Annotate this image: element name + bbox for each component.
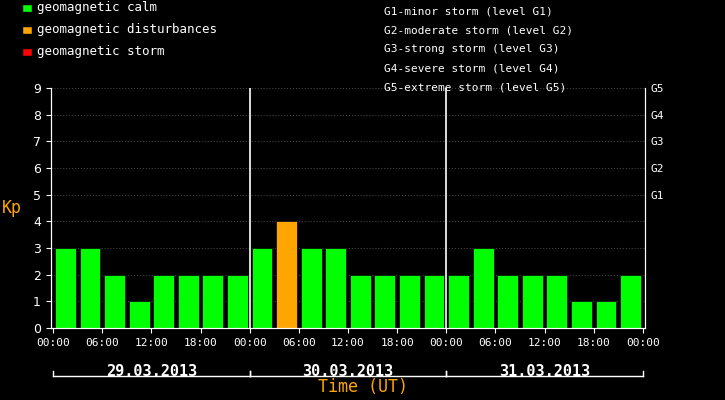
Bar (326, 248, 346, 328)
Bar (547, 275, 567, 328)
Text: G4-severe storm (level G4): G4-severe storm (level G4) (384, 64, 560, 74)
Bar (80, 248, 101, 328)
Bar (301, 248, 322, 328)
Bar (227, 275, 248, 328)
Bar (374, 275, 395, 328)
Bar (522, 275, 543, 328)
Text: G1-minor storm (level G1): G1-minor storm (level G1) (384, 6, 553, 16)
Text: 29.03.2013: 29.03.2013 (106, 364, 197, 379)
Text: G5-extreme storm (level G5): G5-extreme storm (level G5) (384, 83, 566, 93)
Bar (350, 275, 370, 328)
Bar (620, 275, 641, 328)
Text: geomagnetic storm: geomagnetic storm (38, 46, 165, 58)
Bar (399, 275, 420, 328)
Bar (448, 275, 469, 328)
Bar (423, 275, 444, 328)
Bar (55, 248, 76, 328)
Bar (497, 275, 518, 328)
Bar (104, 275, 125, 328)
Text: Time (UT): Time (UT) (318, 378, 407, 396)
Text: G2-moderate storm (level G2): G2-moderate storm (level G2) (384, 25, 573, 35)
Bar (153, 275, 174, 328)
Bar (571, 301, 592, 328)
Bar (276, 221, 297, 328)
Bar (202, 275, 223, 328)
Bar (178, 275, 199, 328)
Bar (473, 248, 494, 328)
Text: 31.03.2013: 31.03.2013 (499, 364, 590, 379)
Text: 30.03.2013: 30.03.2013 (302, 364, 394, 379)
Bar (595, 301, 616, 328)
Bar (129, 301, 149, 328)
Y-axis label: Kp: Kp (2, 199, 22, 217)
Text: geomagnetic calm: geomagnetic calm (38, 2, 157, 14)
Bar (252, 248, 273, 328)
Text: geomagnetic disturbances: geomagnetic disturbances (38, 24, 218, 36)
Text: G3-strong storm (level G3): G3-strong storm (level G3) (384, 44, 560, 54)
